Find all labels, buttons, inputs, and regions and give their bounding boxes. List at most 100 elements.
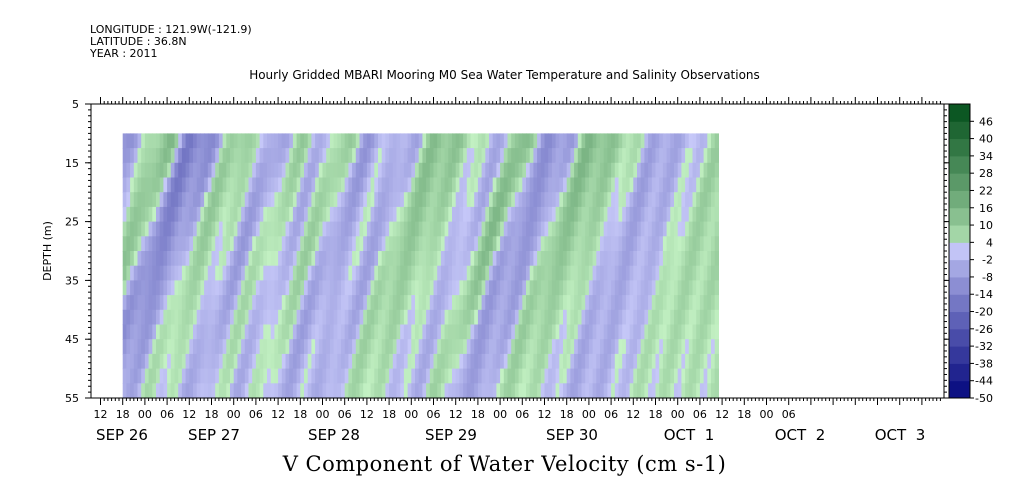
heatmap-cell [544, 162, 549, 179]
heatmap-cell [714, 265, 719, 281]
heatmap-cell [329, 309, 335, 326]
heatmap-cell [489, 353, 494, 370]
heatmap-cell [600, 236, 605, 252]
heatmap-cell [355, 265, 361, 281]
heatmap-cell [255, 324, 261, 340]
heatmap-cell [274, 295, 279, 311]
heatmap-cell [581, 280, 586, 296]
heatmap-cell [559, 368, 564, 384]
heatmap-cell [614, 309, 620, 326]
heatmap-cell [237, 339, 242, 355]
heatmap-cell [662, 206, 668, 223]
heatmap-cell [230, 265, 235, 281]
heatmap-cell [326, 280, 331, 296]
heatmap-cell [585, 295, 590, 311]
x-hour-label: 12 [94, 408, 108, 421]
heatmap-cell [156, 265, 161, 281]
heatmap-cell [426, 265, 431, 281]
heatmap-cell [551, 206, 557, 223]
heatmap-cell [418, 192, 423, 208]
heatmap-cell [270, 265, 275, 281]
heatmap-cell [389, 368, 394, 384]
heatmap-cell [207, 206, 213, 223]
heatmap-cell [304, 309, 309, 326]
heatmap-cell [207, 177, 213, 193]
heatmap-cell [629, 309, 634, 326]
heatmap-cell [137, 339, 142, 355]
heatmap-cell [274, 265, 279, 281]
heatmap-cell [670, 368, 675, 384]
heatmap-cell [548, 324, 553, 340]
heatmap-cell [278, 353, 283, 370]
heatmap-cell [193, 251, 198, 267]
heatmap-cell [307, 162, 312, 179]
heatmap-cell [281, 324, 287, 340]
heatmap-cell [341, 368, 346, 384]
heatmap-cell [651, 309, 657, 326]
heatmap-cell [133, 162, 139, 179]
heatmap-cell [507, 265, 512, 281]
heatmap-cell [470, 148, 475, 164]
heatmap-cell [503, 192, 509, 208]
heatmap-cell [300, 177, 305, 193]
heatmap-cell [141, 177, 146, 193]
heatmap-cell [278, 280, 283, 296]
heatmap-cell [703, 236, 708, 252]
heatmap-cell [141, 339, 146, 355]
heatmap-cell [603, 353, 608, 370]
x-hour-label: 06 [693, 408, 707, 421]
heatmap-cell [385, 339, 390, 355]
heatmap-cell [289, 309, 294, 326]
heatmap-cell [559, 383, 564, 399]
x-day-label: SEP 30 [546, 426, 598, 444]
heatmap-cell [296, 324, 301, 340]
heatmap-cell [415, 192, 420, 208]
heatmap-cell [640, 148, 645, 164]
heatmap-cell [374, 339, 379, 355]
heatmap-cell [489, 339, 494, 355]
heatmap-cell [648, 295, 653, 311]
heatmap-cell [426, 295, 431, 311]
heatmap-cell [318, 265, 324, 281]
heatmap-cell [618, 133, 623, 149]
heatmap-cell [540, 295, 546, 311]
heatmap-cell [207, 309, 213, 326]
heatmap-cell [574, 368, 579, 384]
heatmap-cell [230, 133, 235, 149]
colorbar-swatch [949, 242, 970, 261]
heatmap-cell [514, 206, 520, 223]
heatmap-cell [296, 339, 301, 355]
heatmap-cell [366, 383, 372, 399]
heatmap-cell [674, 353, 679, 370]
heatmap-cell [137, 280, 142, 296]
heatmap-cell [551, 148, 557, 164]
heatmap-cell [156, 133, 161, 149]
heatmap-cell [662, 236, 668, 252]
heatmap-cell [396, 177, 401, 193]
heatmap-cell [711, 177, 716, 193]
heatmap-cell [178, 280, 183, 296]
heatmap-cell [459, 251, 464, 267]
heatmap-cell [685, 324, 690, 340]
heatmap-cell [426, 192, 431, 208]
heatmap-cell [714, 192, 719, 208]
heatmap-cell [711, 368, 716, 384]
heatmap-cell [222, 353, 227, 370]
heatmap-cell [714, 295, 719, 311]
heatmap-cell [204, 206, 209, 223]
heatmap-cell [607, 309, 612, 326]
heatmap-cell [292, 309, 298, 326]
heatmap-cell [555, 236, 560, 252]
heatmap-cell [574, 251, 579, 267]
heatmap-cell [378, 148, 383, 164]
heatmap-cell [463, 383, 468, 399]
heatmap-cell [659, 192, 664, 208]
heatmap-cell [392, 236, 398, 252]
heatmap-cell [296, 206, 301, 223]
heatmap-cell [196, 206, 201, 223]
heatmap-cell [603, 162, 608, 179]
heatmap-cell [170, 236, 176, 252]
heatmap-cell [648, 251, 653, 267]
heatmap-cell [415, 353, 420, 370]
heatmap-cell [648, 353, 653, 370]
